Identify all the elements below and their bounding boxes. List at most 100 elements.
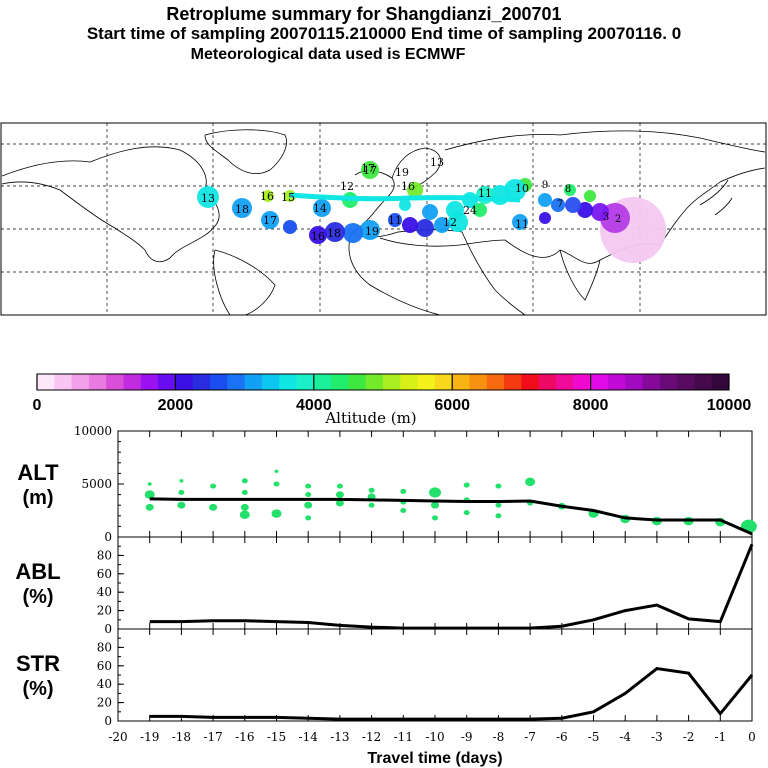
altitude-point [305,492,312,498]
y-tick-label: 0 [104,714,112,728]
colorbar-swatch [400,374,419,390]
x-tick-label: -3 [651,730,663,744]
plume-cluster [313,199,331,217]
altitude-point [145,503,154,511]
plume-cluster [361,161,379,179]
panel-frame [117,628,753,722]
africa-coast [348,231,526,316]
y-tick-label: 5000 [81,477,112,491]
colorbar-swatch [452,374,470,390]
x-tick-label: -2 [683,730,695,744]
colorbar-swatch [54,374,73,390]
panel-abl: 0 20 40 60 80 ABL(%) [15,536,754,636]
str-line [149,666,754,721]
plume-cluster [591,203,609,221]
colorbar-swatch [625,374,643,390]
colorbar-swatch [313,374,332,390]
plume-cluster [577,202,593,218]
colorbar-swatch [123,374,142,390]
plume-cluster [402,217,418,233]
altitude-point [177,501,186,509]
colorbar-swatch [607,374,626,390]
plume-cluster [399,199,411,211]
plume-cluster [538,193,552,207]
x-tick-label: 0 [748,730,756,744]
x-tick-label: -10 [425,730,444,744]
plume-cluster [283,220,297,234]
plume-track [289,192,521,203]
colorbar-tick-label: 2000 [158,397,194,414]
altitude-point [241,478,248,484]
map-day-label: 13 [201,192,215,205]
x-tick-label: -8 [493,730,505,744]
map-day-label: 16 [260,190,274,203]
y-tick-label: 60 [97,659,112,673]
colorbar-swatch [469,374,488,390]
colorbar-swatch [521,374,540,390]
colorbar-tick-label: 8000 [573,397,609,414]
plume-cluster [262,190,274,202]
y-axis-unit: (%) [22,586,53,608]
plume-cluster [388,213,402,227]
mean-altitude-line [149,497,753,536]
altitude-point [336,483,343,489]
india-coast [559,249,601,301]
colorbar-label: Altitude (m) [324,409,416,427]
map-day-label: 11 [478,187,492,200]
y-tick-label: 0 [104,622,112,636]
altitude-point [304,501,313,509]
altitude-point [240,503,249,511]
mediterranean-coast [379,237,506,247]
colorbar-swatch [556,374,574,390]
colorbar-swatch [192,374,211,390]
map-day-label: 15 [281,191,295,204]
colorbar-swatch [88,374,107,390]
y-tick-label: 20 [97,696,112,710]
x-tick-label: -7 [524,730,536,744]
altitude-point [147,482,152,486]
y-tick-label: 20 [97,604,112,618]
x-tick-label: -17 [203,730,222,744]
asia-north-coast [444,130,766,153]
y-tick-label: 80 [97,640,112,654]
plume-cluster [343,223,363,243]
y-axis-unit: (m) [22,487,53,509]
map-day-label: 3 [603,212,609,223]
map-day-label: 18 [327,227,341,240]
plume-cluster [309,226,327,244]
plume-clusters [197,161,666,263]
altitude-point [368,487,375,493]
x-tick-label: -15 [267,730,286,744]
plume-cluster [584,190,596,202]
map-day-label: 17 [363,164,377,177]
japan-coast [699,179,733,216]
plume-cluster [325,222,345,242]
map-day-label: 11 [388,214,402,227]
plume-cluster [197,186,219,208]
y-axis-label: ABL [15,559,60,584]
altitude-point [241,489,248,496]
x-tick-label: -18 [172,730,191,744]
x-tick-label: -4 [619,730,631,744]
map-day-label: 13 [430,156,444,169]
altitude-point [463,510,470,516]
altitude-point [429,487,441,498]
x-tick-label: -6 [556,730,568,744]
x-tick-label: -1 [714,730,726,744]
plume-cluster [512,214,528,230]
x-tick-label: -19 [140,730,159,744]
colorbar-swatch [538,374,557,390]
altitude-point [210,483,217,489]
colorbar-swatch [244,374,263,390]
plume-cluster [448,212,468,232]
colorbar-swatch [642,374,661,390]
colorbar-swatch [659,374,678,390]
scandinavia-coast [391,147,441,191]
colorbar-swatch [296,374,315,390]
y-axis-label: STR [16,651,60,676]
colorbar-swatch [417,374,436,390]
altitude-point [432,515,438,521]
colorbar-swatch [383,374,401,390]
colorbar-swatch [486,374,505,390]
